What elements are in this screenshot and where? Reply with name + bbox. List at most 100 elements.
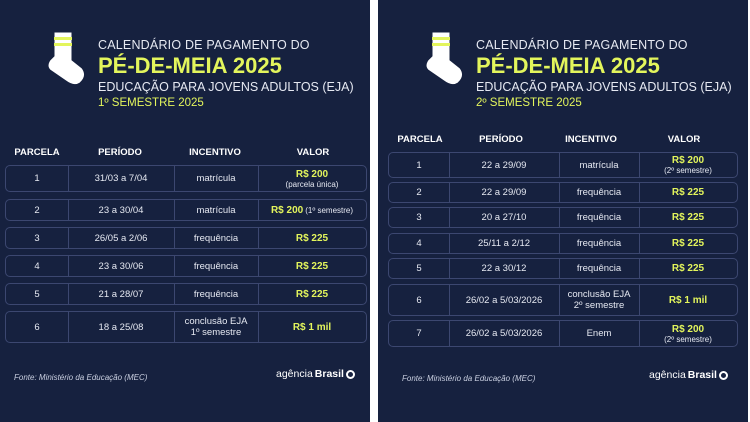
valor-cell: R$ 200 (1º semestre) (258, 200, 366, 220)
valor-cell: R$ 1 mil (639, 285, 737, 315)
parcela-cell: 1 (416, 159, 422, 171)
parcela-cell: 6 (416, 294, 422, 306)
title-main: PÉ-DE-MEIA 2025 (476, 53, 660, 78)
incentivo-cell: matrícula (196, 173, 236, 184)
valor-cell: R$ 225 (258, 284, 366, 304)
valor-amount: R$ 200 (270, 204, 304, 216)
periodo-cell: 22 a 29/09 (481, 187, 527, 198)
valor-cell: R$ 200 (2º semestre) (639, 321, 737, 346)
valor-cell: R$ 200 (parcela única) (258, 166, 366, 191)
incentivo-line2: 2º semestre (573, 300, 625, 311)
periodo-cell: 23 a 30/04 (98, 204, 144, 216)
parcela-cell: 2 (416, 187, 422, 198)
valor-amount: R$ 225 (295, 232, 329, 244)
valor-amount: R$ 225 (671, 212, 705, 223)
valor-cell: R$ 225 (639, 208, 737, 227)
agencia-brasil-logo: agência Brasil (276, 368, 355, 380)
table-row: 4 25/11 a 2/12 frequência R$ 225 (388, 233, 738, 254)
parcela-cell: 5 (34, 288, 40, 300)
parcela-cell: 7 (416, 328, 422, 339)
valor-amount: R$ 1 mil (292, 321, 332, 333)
table-row: 2 23 a 30/04 matrícula R$ 200 (1º semest… (5, 199, 367, 221)
column-header-periodo: PERÍODO (98, 147, 142, 158)
valor-cell: R$ 225 (639, 259, 737, 278)
valor-cell: R$ 225 (639, 183, 737, 202)
semester-label: 1º SEMESTRE 2025 (98, 97, 204, 109)
valor-amount: R$ 200 (671, 155, 705, 166)
incentivo-cell: conclusão EJA 2º semestre (559, 285, 639, 315)
periodo-cell: 22 a 29/09 (481, 159, 527, 171)
semester-label: 2º SEMESTRE 2025 (476, 97, 582, 109)
incentivo-cell: matrícula (579, 159, 619, 171)
periodo-cell: 20 a 27/10 (481, 212, 527, 223)
calendar-panel-2nd-semester: CALENDÁRIO DE PAGAMENTO DO PÉ-DE-MEIA 20… (378, 0, 748, 422)
periodo-cell: 26/02 a 5/03/2026 (465, 294, 543, 306)
valor-amount: R$ 225 (671, 187, 705, 198)
column-header-incentivo: INCENTIVO (565, 134, 617, 145)
title-main: PÉ-DE-MEIA 2025 (98, 53, 282, 78)
title-line1: CALENDÁRIO DE PAGAMENTO DO (98, 38, 310, 52)
column-header-parcela: PARCELA (14, 147, 60, 158)
column-header-parcela: PARCELA (397, 134, 443, 145)
valor-cell: R$ 225 (258, 256, 366, 276)
parcela-cell: 4 (416, 238, 422, 249)
incentivo-cell: frequência (193, 288, 239, 300)
valor-cell: R$ 225 (258, 228, 366, 248)
valor-note: (2º semestre) (664, 334, 712, 344)
table-row: 7 26/02 a 5/03/2026 Enem R$ 200 (2º seme… (388, 320, 738, 347)
valor-note: (parcela única) (285, 179, 339, 189)
parcela-cell: 3 (34, 232, 40, 244)
periodo-cell: 18 a 25/08 (98, 321, 144, 333)
column-header-periodo: PERÍODO (479, 134, 523, 145)
incentivo-line1: conclusão EJA (567, 289, 631, 300)
valor-amount: R$ 200 (295, 168, 329, 180)
incentivo-cell: frequência (193, 260, 239, 272)
valor-note: (1º semestre) (305, 205, 354, 215)
incentivo-cell: frequência (576, 263, 622, 274)
incentivo-cell: frequência (576, 187, 622, 198)
incentivo-cell: frequência (576, 238, 622, 249)
table-row: 6 26/02 a 5/03/2026 conclusão EJA 2º sem… (388, 284, 738, 316)
incentivo-cell: frequência (576, 212, 622, 223)
valor-amount: R$ 225 (295, 260, 329, 272)
column-header-valor: VALOR (296, 147, 330, 158)
logo-text-bold: Brasil (687, 369, 717, 381)
valor-amount: R$ 1 mil (668, 294, 708, 306)
valor-amount: R$ 225 (295, 288, 329, 300)
parcela-cell: 6 (34, 321, 40, 333)
table-row: 3 26/05 a 2/06 frequência R$ 225 (5, 227, 367, 249)
column-header-incentivo: INCENTIVO (189, 147, 241, 158)
logo-text-light: agência (649, 369, 686, 381)
periodo-cell: 23 a 30/06 (98, 260, 144, 272)
incentivo-cell: conclusão EJA 1º semestre (174, 312, 258, 342)
incentivo-cell: Enem (586, 328, 612, 339)
table-row: 6 18 a 25/08 conclusão EJA 1º semestre R… (5, 311, 367, 343)
valor-cell: R$ 1 mil (258, 312, 366, 342)
parcela-cell: 5 (416, 263, 422, 274)
periodo-cell: 31/03 a 7/04 (94, 173, 148, 184)
header: CALENDÁRIO DE PAGAMENTO DO PÉ-DE-MEIA 20… (98, 38, 354, 109)
logo-ring-icon (345, 369, 355, 379)
parcela-cell: 4 (34, 260, 40, 272)
incentivo-cell: matrícula (196, 204, 236, 216)
periodo-cell: 26/02 a 5/03/2026 (465, 328, 543, 339)
periodo-cell: 26/05 a 2/06 (94, 232, 148, 244)
table-row: 3 20 a 27/10 frequência R$ 225 (388, 207, 738, 228)
incentivo-line1: conclusão EJA (184, 316, 248, 327)
valor-amount: R$ 225 (671, 238, 705, 249)
table-row: 5 22 a 30/12 frequência R$ 225 (388, 258, 738, 279)
logo-ring-icon (718, 370, 728, 380)
source-note: Fonte: Ministério da Educação (MEC) (402, 374, 536, 383)
periodo-cell: 22 a 30/12 (481, 263, 527, 274)
incentivo-line2: 1º semestre (190, 327, 242, 338)
logo-text-bold: Brasil (314, 368, 344, 380)
title-subtitle: EDUCAÇÃO PARA JOVENS ADULTOS (EJA) (98, 80, 354, 94)
periodo-cell: 25/11 a 2/12 (477, 238, 531, 249)
valor-note: (2º semestre) (664, 166, 712, 175)
periodo-cell: 21 a 28/07 (98, 288, 144, 300)
valor-amount: R$ 225 (671, 263, 705, 274)
table-row: 1 22 a 29/09 matrícula R$ 200 (2º semest… (388, 152, 738, 178)
column-header-valor: VALOR (667, 134, 701, 145)
title-subtitle: EDUCAÇÃO PARA JOVENS ADULTOS (EJA) (476, 80, 732, 94)
table-row: 2 22 a 29/09 frequência R$ 225 (388, 182, 738, 203)
